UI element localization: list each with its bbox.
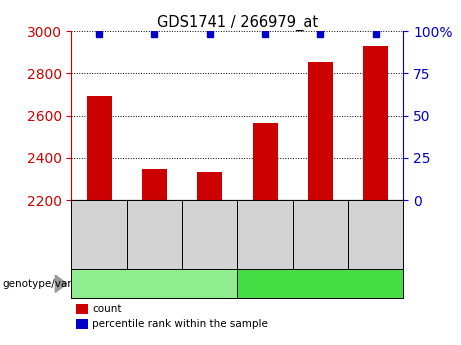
Title: GDS1741 / 266979_at: GDS1741 / 266979_at	[157, 15, 318, 31]
Text: percentile rank within the sample: percentile rank within the sample	[92, 319, 268, 329]
Bar	[363, 46, 388, 200]
Text: GSM88046: GSM88046	[260, 208, 270, 261]
Text: GSM88040: GSM88040	[94, 208, 104, 261]
Bar	[87, 96, 112, 200]
Bar	[253, 123, 278, 200]
Polygon shape	[55, 275, 67, 293]
Text: vfb triple mutant: vfb triple mutant	[273, 279, 367, 289]
Text: genotype/variation: genotype/variation	[2, 279, 101, 289]
Text: count: count	[92, 304, 122, 314]
Bar	[142, 169, 167, 200]
Text: GSM88047: GSM88047	[315, 208, 325, 261]
Text: GSM88041: GSM88041	[149, 208, 160, 261]
Text: wild type: wild type	[129, 279, 180, 289]
Text: GSM88042: GSM88042	[205, 208, 215, 261]
Text: GSM88048: GSM88048	[371, 208, 381, 261]
Bar	[308, 62, 333, 200]
Bar	[197, 171, 222, 200]
